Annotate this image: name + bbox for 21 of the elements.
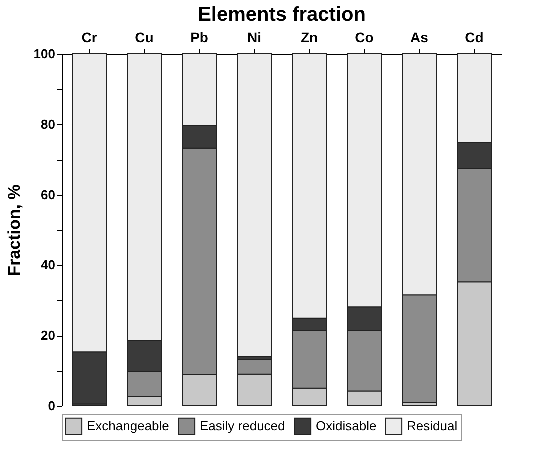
y-axis-title: Fraction, % <box>4 184 24 276</box>
x-tick-label: Pb <box>190 30 208 46</box>
legend-label: Oxidisable <box>316 418 377 434</box>
y-tick-label: 80 <box>41 116 56 132</box>
x-tick-label: Cd <box>465 30 484 46</box>
x-tick-label: Ni <box>248 30 262 46</box>
y-tick-label: 60 <box>41 187 56 202</box>
y-tick-label: 20 <box>41 328 56 344</box>
chart-title: Elements fraction <box>198 4 366 26</box>
bar <box>237 54 272 358</box>
x-tick-label: Co <box>355 30 374 46</box>
legend-label: Easily reduced <box>200 418 286 434</box>
legend-label: Exchangeable <box>87 418 170 434</box>
x-tick-label: Cr <box>82 30 98 46</box>
y-tick-label: 40 <box>41 258 56 273</box>
y-tick-label: 0 <box>48 398 56 414</box>
x-tick-label: As <box>410 30 429 46</box>
x-tick-label: Zn <box>300 30 318 46</box>
legend-label: Residual <box>407 418 458 434</box>
y-tick-label: 100 <box>34 46 56 62</box>
x-tick-label: Cu <box>135 30 154 46</box>
